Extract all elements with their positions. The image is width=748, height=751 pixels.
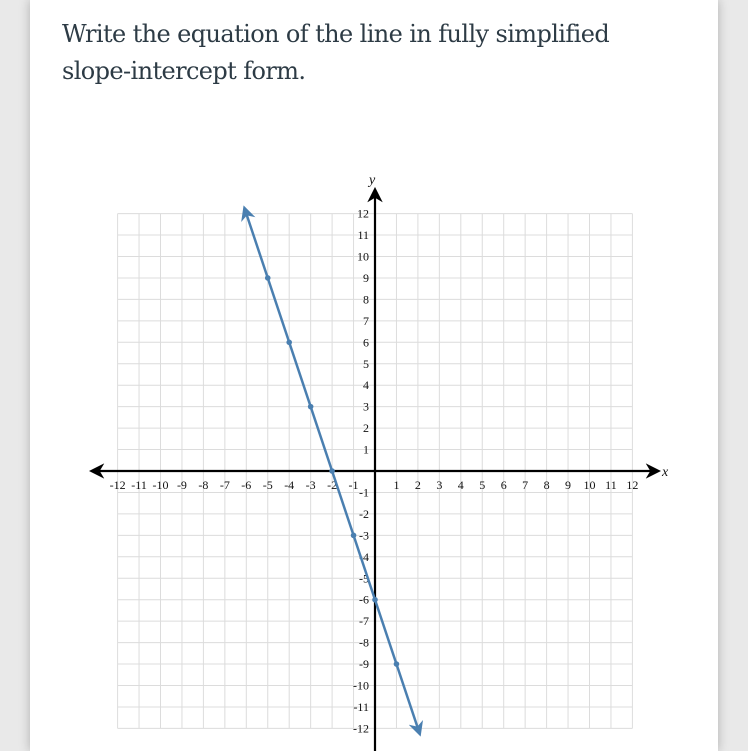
y-tick-label: -6 [359, 593, 369, 607]
y-tick-label: 2 [363, 421, 369, 435]
line-point [307, 403, 314, 410]
x-tick-label: -5 [263, 478, 273, 492]
line-point [372, 596, 378, 603]
x-tick-label: -3 [306, 478, 316, 492]
x-tick-label: 10 [584, 478, 596, 492]
x-tick-label: -10 [153, 478, 169, 492]
line-point [350, 532, 357, 539]
y-tick-label: -8 [359, 636, 369, 650]
x-axis-label: x [661, 465, 669, 480]
y-tick-label: -1 [359, 485, 369, 499]
y-tick-label: -3 [359, 528, 369, 542]
y-tick-label: 11 [357, 228, 369, 242]
line-point [286, 339, 293, 346]
y-axis-label: y [367, 173, 376, 188]
y-tick-label: -2 [359, 507, 369, 521]
x-tick-label: 12 [626, 478, 638, 492]
x-tick-label: 9 [565, 478, 571, 492]
x-tick-label: 8 [544, 478, 550, 492]
x-tick-label: 11 [605, 478, 617, 492]
y-tick-label: 3 [363, 400, 369, 414]
y-tick-label: 6 [363, 335, 369, 349]
x-tick-label: 2 [415, 478, 421, 492]
x-tick-label: 7 [522, 478, 528, 492]
x-tick-label: -11 [131, 478, 147, 492]
y-tick-label: 1 [363, 443, 369, 457]
question-text: Write the equation of the line in fully … [62, 20, 610, 85]
x-tick-label: -4 [284, 478, 294, 492]
y-tick-label: -12 [353, 721, 369, 735]
line-point [393, 661, 400, 667]
y-tick-label: 9 [363, 271, 369, 285]
y-tick-label: 8 [363, 292, 369, 306]
x-tick-label: -1 [349, 478, 359, 492]
y-tick-label: 4 [363, 378, 369, 392]
x-tick-label: -9 [177, 478, 187, 492]
line-point [264, 275, 271, 281]
y-tick-label: -11 [353, 700, 369, 714]
y-tick-label: -7 [359, 614, 369, 628]
y-tick-label: 12 [357, 207, 369, 221]
x-tick-label: 1 [393, 478, 399, 492]
y-tick-label: -9 [359, 657, 369, 671]
x-tick-label: -6 [241, 478, 251, 492]
line-point [329, 468, 335, 474]
x-tick-label: -8 [198, 478, 208, 492]
y-tick-label: 7 [363, 314, 369, 328]
x-tick-label: -7 [220, 478, 230, 492]
x-tick-label: 3 [436, 478, 442, 492]
x-tick-label: -12 [110, 478, 126, 492]
x-tick-label: 6 [501, 478, 507, 492]
y-tick-label: 10 [357, 250, 369, 264]
y-tick-label: 5 [363, 357, 369, 371]
y-tick-label: -10 [353, 679, 369, 693]
x-tick-label: 5 [479, 478, 485, 492]
x-tick-label: 4 [458, 478, 464, 492]
